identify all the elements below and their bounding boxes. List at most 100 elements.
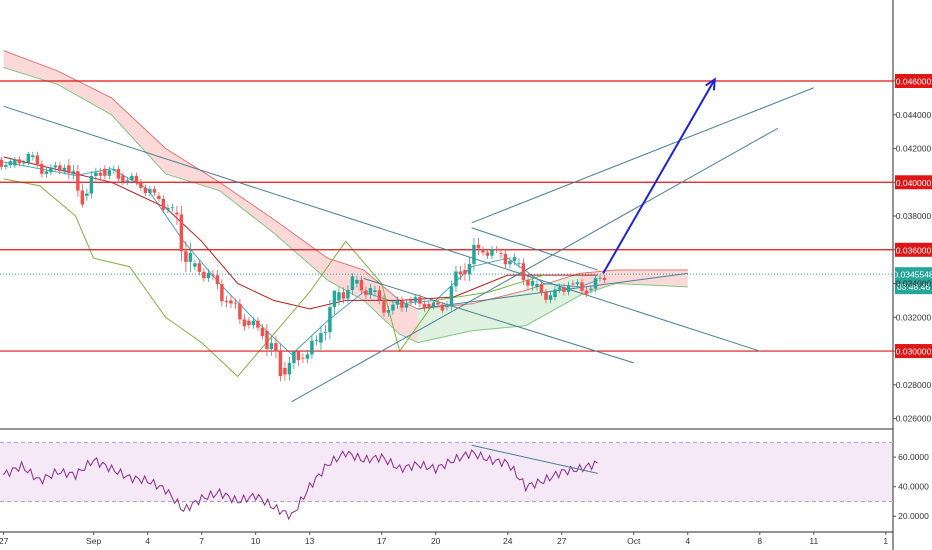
time-tick-label: 24 [503,536,513,546]
time-tick-label: 4 [145,536,150,546]
candle-body [490,249,494,256]
candle-body [332,290,337,308]
candle-body [265,330,269,350]
candle-body [17,159,22,164]
trendlines[interactable] [3,87,814,403]
candle-body [530,280,535,286]
oscillator-trendline[interactable] [471,444,598,474]
projection-arrow-shaft[interactable] [602,78,716,274]
time-tick-label: 17 [377,536,387,546]
candle-body [364,290,368,295]
oscillator-line [3,449,598,521]
candle-body [575,282,580,285]
candle-body [67,165,71,173]
candle-body [80,190,85,205]
candle-body [337,292,341,301]
candle-body [274,343,278,352]
candles [0,151,607,382]
trendline[interactable] [3,105,760,352]
candle-body [436,302,440,305]
candle-body [476,244,481,249]
candle-body [107,170,112,176]
candle-body [202,271,206,279]
candle-body [278,351,283,377]
projection-arrow[interactable] [602,77,716,274]
level-price-tag [895,344,932,359]
candle-body [305,354,310,359]
candle-body [112,169,116,171]
candle-body [539,283,544,293]
candle-body [359,279,364,291]
candle-body [22,162,26,164]
candle-body [148,189,152,194]
time-tick-label: 20 [431,536,441,546]
level-price-tag [895,74,932,89]
candle-body [215,275,220,285]
trendline[interactable] [417,272,688,310]
candle-body [503,253,508,265]
candle-body [373,290,377,292]
trendline[interactable] [291,127,779,403]
candle-body [301,357,305,359]
bar-countdown-label: 03:48:46 [897,282,930,292]
candle-body [598,277,602,279]
candle-body [143,187,148,194]
candle-body [233,303,238,305]
candle-body [292,351,296,363]
candle-body [188,252,193,262]
candle-body [251,320,256,326]
trendline[interactable] [471,227,598,271]
candle-body [121,175,125,182]
candle-body [238,303,242,320]
price-tick-label: 0.032000 [896,312,932,322]
candle-body [220,284,224,302]
level-price-tag [895,175,932,190]
ichimoku-cloud [3,50,688,344]
trendline[interactable] [363,278,634,364]
candle-body [562,287,566,292]
horizontal-levels[interactable]: 0.046000 0.040000 0.036000 0.030000 0.034554… [0,74,932,359]
candle-body [139,182,143,188]
candle-body [602,277,607,280]
trendline[interactable] [471,87,814,224]
level-price-label: 0.036000 [896,245,932,255]
time-tick-label: Sep [86,536,101,546]
candle-body [170,207,175,209]
candle-body [179,214,184,252]
candle-body [283,367,287,375]
oscillator-tick-label: 40.0000 [898,482,929,492]
candle-body [13,159,17,166]
projection-arrow-head[interactable] [705,77,716,91]
price-tick-label: 0.026000 [896,414,932,424]
candle-body [319,333,323,343]
candle-body [98,172,103,176]
grid [0,0,894,550]
price-tick-label: 0.028000 [896,380,932,390]
candle-body [157,195,161,199]
price-tick-label: 0.044000 [896,110,932,120]
time-tick-label: 13 [305,536,315,546]
candle-body [152,189,157,193]
senkou-span-a [3,50,688,310]
candle-body [161,198,166,210]
candle-body [499,253,503,254]
candle-body [391,304,395,311]
candle-body [467,263,472,274]
candle-body [463,270,467,274]
candle-body [175,212,179,215]
candle-body [485,252,490,256]
candle-body [535,283,539,287]
candle-body [557,287,562,290]
candle-body [310,340,314,355]
candle-body [35,155,40,164]
candle-body [445,306,449,308]
time-tick-label: 7 [199,536,204,546]
candle-body [229,300,233,304]
last-price-label: 0.0345548 [893,270,932,280]
candle-body [395,300,400,305]
level-price-label: 0.046000 [896,77,932,87]
cloud-bearish [3,50,418,343]
candle-body [256,320,260,328]
candle-body [134,175,139,183]
